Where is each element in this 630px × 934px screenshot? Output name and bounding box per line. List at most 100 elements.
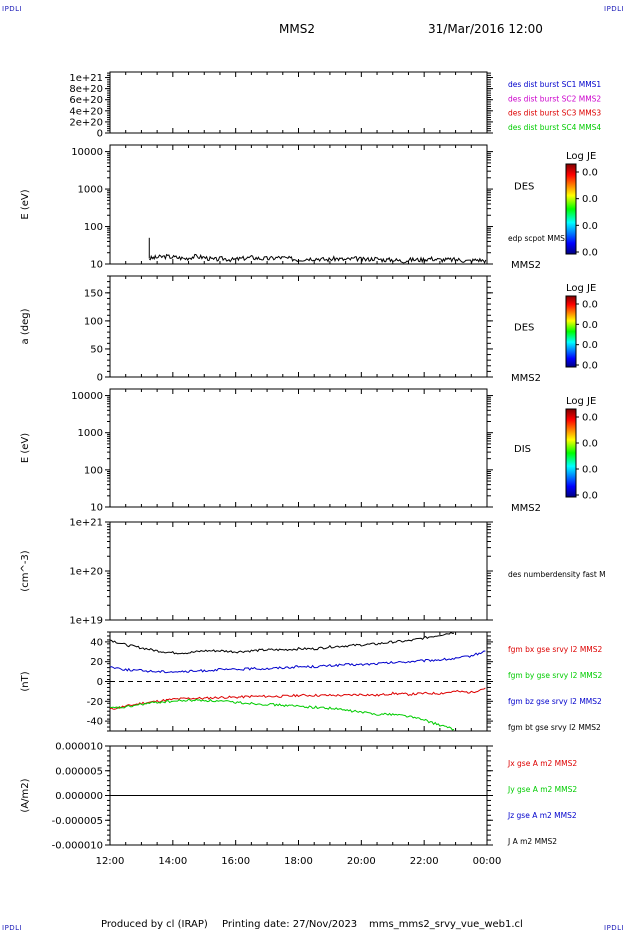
y-tick-label: 2e+20 <box>69 117 103 128</box>
time-tick-label: 22:00 <box>410 856 439 867</box>
y-axis-label: (nT) <box>20 671 31 691</box>
y-tick-label: -40 <box>87 717 103 728</box>
y-tick-label: -0.000005 <box>52 816 103 827</box>
y-tick-label: 10 <box>90 260 103 271</box>
y-tick-label: -20 <box>87 697 103 708</box>
time-tick-label: 14:00 <box>158 856 187 867</box>
legend-fgm-bz-gse-srvy-l2-mms2: fgm bz gse srvy l2 MMS2 <box>508 697 602 706</box>
y-tick-label: 10000 <box>71 147 103 158</box>
y-tick-label: 100 <box>84 465 103 476</box>
time-tick-label: 18:00 <box>284 856 313 867</box>
y-tick-label: 0.000010 <box>55 742 103 753</box>
legend-j-a-m2-mms2: J A m2 MMS2 <box>507 837 557 846</box>
colorbar-tick-label: 0.0 <box>582 194 598 205</box>
colorbar-tick-label: 0.0 <box>582 413 598 424</box>
spacecraft-label: MMS2 <box>511 503 541 514</box>
colorbar-tick-label: 0.0 <box>582 465 598 476</box>
legend-fgm-by-gse-srvy-l2-mms2: fgm by gse srvy l2 MMS2 <box>508 671 603 680</box>
y-tick-label: 1e+19 <box>69 616 103 627</box>
colorbar-2: Log JE 0.0 0.0 0.0 0.0 <box>565 283 598 372</box>
panel-current: 0.000010 0.000005 0.000000 -0.000005 -0.0000… <box>20 742 577 868</box>
panel-des-pitch: 150 100 50 0 a (deg) DES MMS2 <box>20 275 541 384</box>
corner-label-top-left: IPDLI <box>2 5 23 13</box>
y-axis-label: E (eV) <box>20 189 31 219</box>
y-tick-label: 0 <box>97 677 103 688</box>
panel-des-energy: 10000 1000 100 10 E (eV) DES MMS2 edp scpot MMS… <box>20 144 570 271</box>
colorbar-scale <box>565 295 577 368</box>
series-fgm-by-gse-srvy-l2-mms2 <box>109 698 455 731</box>
colorbar-1: Log JE 0.0 0.0 0.0 0.0 <box>565 151 598 259</box>
series-fgm-bz-gse-srvy-l2-mms2 <box>109 650 486 674</box>
y-tick-label: 0.000005 <box>55 766 103 777</box>
spacecraft-label: MMS2 <box>511 260 541 271</box>
legend-fgm-bt-gse-srvy-l2-mms2: fgm bt gse srvy l2 MMS2 <box>508 723 601 732</box>
corner-label-top-right: IPDLI <box>604 5 625 13</box>
overlay-line-edp-scpot-mms2 <box>149 253 487 264</box>
y-axis-label: (A/m2) <box>20 778 31 812</box>
panel-frame <box>109 388 488 508</box>
y-tick-label: 20 <box>90 657 103 668</box>
time-tick-label: 16:00 <box>221 856 250 867</box>
time-tick-label: 00:00 <box>473 856 502 867</box>
corner-label-bottom-left: IPDLI <box>2 924 23 932</box>
y-tick-label: 0.000000 <box>55 791 103 802</box>
time-tick-label: 20:00 <box>347 856 376 867</box>
y-tick-label: 0 <box>97 373 103 384</box>
legend-jx-gse-a-m2-mms2: Jx gse A m2 MMS2 <box>507 759 577 768</box>
y-tick-label: 10000 <box>71 391 103 402</box>
legend-des-dist-burst-sc4-mms4: des dist burst SC4 MMS4 <box>508 123 601 132</box>
species-label: DES <box>514 182 534 193</box>
y-tick-label: 1000 <box>78 428 103 439</box>
colorbar-scale <box>565 408 577 498</box>
y-axis-label: a (deg) <box>20 308 31 344</box>
y-axis-label: E (eV) <box>20 433 31 463</box>
y-axis-label: (cm^-3) <box>20 550 31 591</box>
panel-frame <box>109 71 488 134</box>
overlay-legend: edp scpot MMS2 <box>508 234 570 243</box>
legend-jy-gse-a-m2-mms2: Jy gse A m2 MMS2 <box>507 785 577 794</box>
y-tick-label: -0.000010 <box>52 841 103 852</box>
panel-frame <box>109 521 488 621</box>
y-tick-label: 1e+20 <box>69 567 103 578</box>
series-fgm-bx-gse-srvy-l2-mms2 <box>109 687 486 710</box>
y-tick-label: 1e+21 <box>69 73 103 84</box>
y-tick-label: 1e+21 <box>69 518 103 529</box>
legend-jz-gse-a-m2-mms2: Jz gse A m2 MMS2 <box>507 811 577 820</box>
legend-fgm-bx-gse-srvy-l2-mms2: fgm bx gse srvy l2 MMS2 <box>508 645 603 654</box>
legend-des-dist-burst-sc3-mms3: des dist burst SC3 MMS3 <box>508 109 601 118</box>
time-tick-label: 12:00 <box>96 856 125 867</box>
y-tick-label: 0 <box>97 129 103 140</box>
y-tick-label: 150 <box>84 288 103 299</box>
series-fgm-bt-gse-srvy-l2-mms2 <box>109 631 455 655</box>
colorbar-3: Log JE 0.0 0.0 0.0 0.0 <box>565 396 598 502</box>
spacecraft-title: MMS2 <box>279 22 315 36</box>
colorbar-tick-label: 0.0 <box>582 300 598 311</box>
colorbar-scale <box>565 163 577 255</box>
colorbar-tick-label: 0.0 <box>582 221 598 232</box>
colorbar-title: Log JE <box>566 396 596 407</box>
y-tick-label: 50 <box>90 344 103 355</box>
y-tick-label: 6e+20 <box>69 95 103 106</box>
panel-dis-energy: 10000 1000 100 10 E (eV) DIS MMS2 <box>20 388 541 514</box>
colorbar-tick-label: 0.0 <box>582 361 598 372</box>
y-tick-label: 4e+20 <box>69 106 103 117</box>
colorbar-tick-label: 0.0 <box>582 340 598 351</box>
y-tick-label: 40 <box>90 637 103 648</box>
y-tick-label: 100 <box>84 316 103 327</box>
corner-label-bottom-right: IPDLI <box>604 924 625 932</box>
colorbar-tick-label: 0.0 <box>582 320 598 331</box>
legend-des-numberdensity-fast-m: des numberdensity fast M <box>508 570 606 579</box>
produced-by: Produced by cl (IRAP) <box>101 919 208 930</box>
colorbar-title: Log JE <box>566 283 596 294</box>
colorbar-title: Log JE <box>566 151 596 162</box>
species-label: DES <box>514 323 534 334</box>
date-title: 31/Mar/2016 12:00 <box>428 22 543 36</box>
colorbar-tick-label: 0.0 <box>582 248 598 259</box>
spacecraft-label: MMS2 <box>511 373 541 384</box>
y-tick-label: 10 <box>90 503 103 514</box>
legend-des-dist-burst-sc2-mms2: des dist burst SC2 MMS2 <box>508 94 601 103</box>
output-filename: mms_mms2_srvy_vue_web1.cl <box>369 919 523 930</box>
